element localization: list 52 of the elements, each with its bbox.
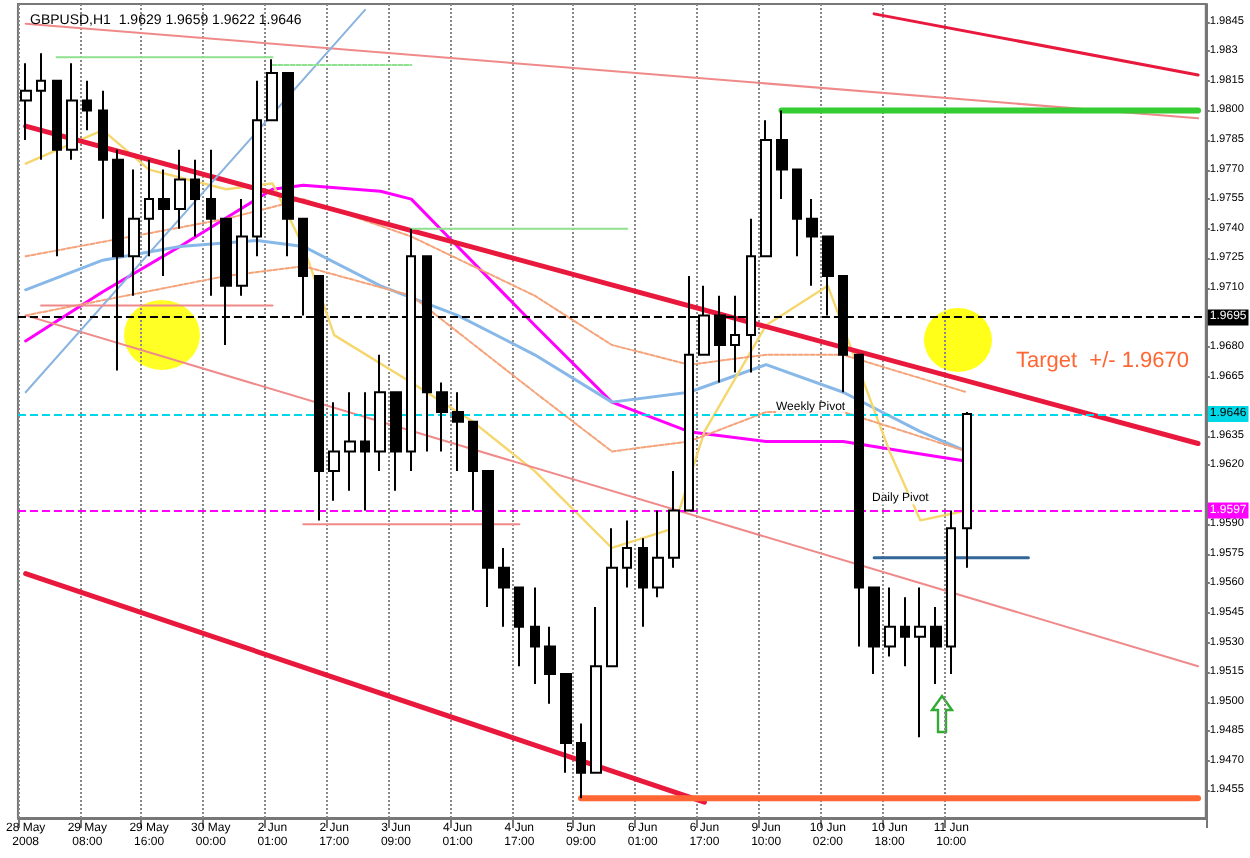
candlestick: [776, 109, 788, 201]
candlestick: [20, 62, 32, 141]
candlestick: [344, 391, 356, 492]
candlestick: [760, 119, 772, 258]
candlestick: [806, 198, 818, 287]
candlestick: [498, 546, 510, 628]
candlestick: [560, 673, 572, 774]
candlestick: [576, 722, 586, 800]
candlestick: [98, 89, 108, 220]
candlestick: [946, 509, 956, 676]
candlestick: [206, 148, 216, 297]
candlestick: [374, 353, 386, 473]
candlestick: [390, 391, 402, 492]
candlestick: [190, 158, 200, 238]
candlestick: [792, 168, 802, 258]
candlestick: [900, 596, 910, 668]
candlestick: [144, 158, 154, 258]
candlestick: [590, 606, 602, 774]
candlestick: [236, 198, 248, 297]
candlestick: [468, 420, 478, 512]
candlestick: [328, 401, 340, 502]
line-series: [24, 198, 968, 394]
candlestick: [282, 71, 294, 258]
candlestick: [652, 509, 664, 599]
candlestick: [668, 470, 680, 569]
candlestick: [544, 625, 556, 705]
candlestick: [82, 79, 92, 132]
candlestick: [914, 586, 926, 739]
candlestick: [884, 586, 896, 658]
candlestick: [252, 79, 262, 258]
candlestick: [962, 410, 972, 569]
candlestick: [868, 586, 880, 676]
candlestick: [66, 62, 78, 161]
candlestick: [622, 519, 632, 589]
candlestick: [482, 470, 494, 609]
candlestick: [128, 168, 140, 297]
candlestick: [158, 168, 170, 277]
candlestick: [52, 79, 62, 258]
candlestick: [854, 353, 864, 648]
candlestick: [930, 606, 942, 685]
candlestick: [266, 58, 278, 122]
candlestick: [436, 381, 448, 453]
candlestick: [606, 527, 618, 668]
candlestick: [36, 52, 46, 161]
candlestick: [298, 217, 308, 317]
candlestick: [360, 391, 370, 512]
candlestick: [174, 148, 186, 230]
annotation: Target +/- 1.9670: [1016, 349, 1190, 373]
candlestick: [514, 586, 524, 668]
candlestick: [530, 586, 540, 685]
candlestick: [452, 391, 464, 473]
candlestick: [638, 537, 648, 628]
